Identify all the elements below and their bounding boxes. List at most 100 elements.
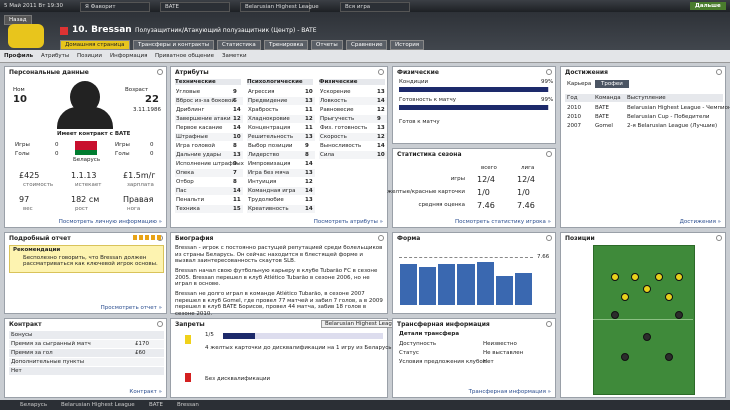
halfway	[593, 319, 693, 320]
position-dot	[665, 293, 673, 301]
close-icon[interactable]	[546, 69, 552, 75]
attr-value: 14	[233, 107, 241, 113]
row-label: Нет	[11, 368, 22, 374]
subtab[interactable]: Приватное общение	[155, 53, 214, 59]
attr-row	[247, 97, 315, 105]
attr-name: Первое касание	[176, 125, 223, 131]
attr-row	[247, 169, 315, 177]
attr-value: 8	[305, 152, 309, 158]
close-icon[interactable]	[546, 321, 552, 327]
top-tab[interactable]: Вся игра	[340, 2, 410, 12]
close-icon[interactable]	[157, 321, 163, 327]
attr-name: Храбрость	[248, 107, 279, 113]
menu-tab[interactable]: Отчеты	[311, 40, 343, 50]
panel: Позиции	[560, 232, 726, 398]
attr-name: Дриблинг	[176, 107, 205, 113]
top-tab[interactable]: BATE	[160, 2, 230, 12]
league-dropdown[interactable]: Belarusian Highest League	[321, 320, 403, 328]
attr-name: Интуиция	[248, 179, 277, 185]
attr-value: 13	[305, 197, 313, 203]
age-label: Возраст	[125, 87, 149, 93]
close-icon[interactable]	[157, 69, 163, 75]
stat-label: Игры	[15, 142, 30, 148]
attr-value: 14	[305, 161, 313, 167]
condition-value: 99%	[541, 79, 554, 85]
stat-value: 12/4	[517, 175, 535, 184]
subtab-bar: Профиль Атрибуты Позиции Информация Приватно…	[0, 50, 730, 63]
breadcrumb[interactable]: Беларусь	[20, 402, 48, 408]
flag	[75, 141, 97, 155]
breadcrumb[interactable]: BATE	[149, 402, 163, 408]
breadcrumb[interactable]: Bressan	[177, 402, 199, 408]
yellow-progress-fill	[223, 333, 255, 339]
menu-tab[interactable]: История	[390, 40, 425, 50]
attr-name: Предвидение	[248, 98, 288, 104]
top-tab[interactable]: Belarusian Highest League	[240, 2, 319, 12]
red-text: Без дисквалификации	[205, 376, 271, 382]
report-text: Бесполезно говорить, что Bressan должен …	[23, 255, 158, 267]
row-bg	[9, 349, 164, 357]
menu-tab[interactable]: Сравнение	[346, 40, 388, 50]
close-icon[interactable]	[716, 69, 722, 75]
stat-value: 0	[55, 142, 59, 148]
link[interactable]: Просмотреть отчет »	[100, 305, 162, 311]
attr-row	[175, 169, 243, 177]
menu-tab[interactable]: Трансферы и контракты	[133, 40, 215, 50]
subtab[interactable]: Заметки	[222, 53, 247, 59]
filter-dropdown[interactable]: Трофеи	[595, 80, 629, 88]
link[interactable]: Посмотреть статистику игрока »	[455, 219, 551, 225]
attr-name: Отбор	[176, 179, 194, 185]
menu-tab[interactable]: Тренировка	[264, 40, 309, 50]
link[interactable]: Контракт »	[129, 389, 162, 395]
panel-title: Достижения	[565, 69, 608, 76]
link[interactable]: Трансферная информация »	[468, 389, 551, 395]
subtab[interactable]: Атрибуты	[41, 53, 70, 59]
footer: Беларусь Belarusian Highest League BATE Bre…	[0, 400, 730, 410]
attr-group: Психологические	[247, 79, 313, 85]
row-label: Бонусы	[11, 332, 33, 338]
attr-value: 12	[377, 107, 385, 113]
close-icon[interactable]	[546, 151, 552, 157]
report-sub: Рекомендации	[13, 247, 61, 253]
top-tab[interactable]: Я Фаворит	[80, 2, 150, 12]
position-dot	[655, 273, 663, 281]
close-icon[interactable]	[546, 235, 552, 241]
position-dot	[621, 293, 629, 301]
attr-name: Дальние удары	[176, 152, 221, 158]
yellow-card	[185, 335, 191, 344]
menu-tab[interactable]: Статистика	[217, 40, 261, 50]
subtab[interactable]: Информация	[110, 53, 148, 59]
attr-name: Вброс из-за боковой	[176, 98, 235, 104]
yellow-progress	[223, 333, 383, 339]
panel: Статистика сезона всего лига игры 12/4 12/4 же…	[387, 148, 556, 228]
continue-button[interactable]: Дальше	[690, 2, 726, 10]
close-icon[interactable]	[378, 235, 384, 241]
panel-title: Трансферная информация	[397, 321, 490, 328]
info-label: зарплата	[127, 182, 154, 188]
attr-name: Хладнокровие	[248, 116, 290, 122]
link[interactable]: Посмотреть личную информацию »	[58, 219, 162, 225]
attr-value: 10	[233, 134, 241, 140]
cell: 2-я Belarusian League (Лучшие)	[627, 123, 718, 129]
link[interactable]: Достижения »	[679, 219, 721, 225]
menu-tab[interactable]: Домашняя страница	[60, 40, 130, 50]
attr-name: Игра головой	[176, 143, 215, 149]
info-value: 1.1.13	[71, 171, 97, 180]
attr-row	[175, 160, 243, 168]
position-dot	[665, 353, 673, 361]
status: Имеет контракт с BATE	[57, 131, 131, 137]
stat-label: игры	[450, 176, 465, 182]
info-label: рост	[75, 206, 89, 212]
cell: Belarusian Highest League - Чемпионы	[627, 105, 730, 111]
panel: Трансферная информация Детали трансфера До…	[392, 318, 556, 398]
stat-value: 0	[150, 142, 154, 148]
close-icon[interactable]	[716, 235, 722, 241]
link[interactable]: Посмотреть атрибуты »	[313, 219, 383, 225]
close-icon[interactable]	[378, 69, 384, 75]
attr-row	[175, 178, 243, 186]
subtab[interactable]: Профиль	[4, 53, 34, 59]
attr-name: Концентрация	[248, 125, 291, 131]
breadcrumb[interactable]: Belarusian Highest League	[61, 402, 135, 408]
subtab[interactable]: Позиции	[77, 53, 102, 59]
